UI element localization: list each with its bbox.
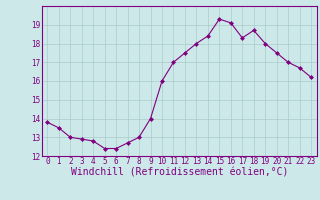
X-axis label: Windchill (Refroidissement éolien,°C): Windchill (Refroidissement éolien,°C): [70, 168, 288, 178]
